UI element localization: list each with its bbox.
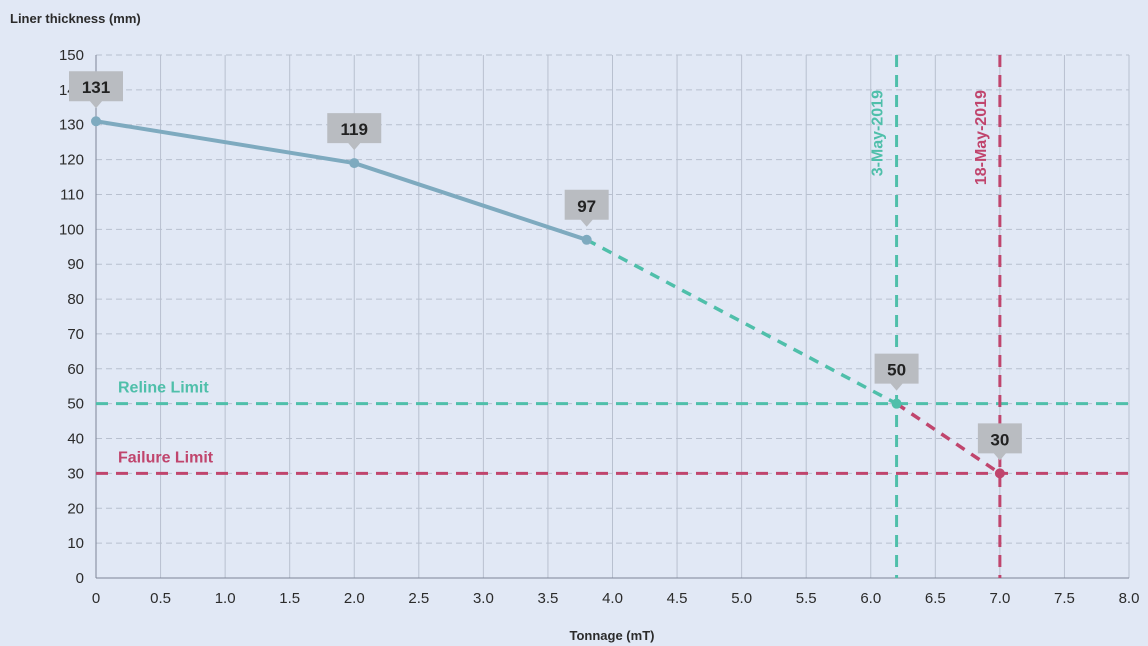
x-tick-label: 0 xyxy=(92,590,100,607)
data-label-box xyxy=(564,189,609,227)
y-tick-label: 50 xyxy=(67,396,84,413)
y-tick-label: 30 xyxy=(67,465,84,482)
series xyxy=(91,116,1005,479)
x-tick-label: 6.0 xyxy=(860,590,881,607)
data-label: 50 xyxy=(887,361,906,380)
data-label: 30 xyxy=(990,430,1009,449)
x-tick-label: 6.5 xyxy=(925,590,946,607)
x-tick-label: 1.5 xyxy=(279,590,300,607)
data-label-box xyxy=(977,423,1022,461)
y-tick-label: 90 xyxy=(67,256,84,273)
data-point-marker xyxy=(581,234,592,245)
data-point-marker xyxy=(91,116,101,127)
data-label-box xyxy=(69,71,123,109)
data-label: 119 xyxy=(341,120,368,139)
y-tick-label: 40 xyxy=(67,431,84,448)
y-tick-label: 130 xyxy=(59,117,84,134)
y-tick-label: 150 xyxy=(59,47,84,64)
x-tick-label: 0.5 xyxy=(150,590,171,607)
series-line-dashed xyxy=(585,238,898,406)
y-tick-label: 10 xyxy=(67,535,84,552)
reference-lines: Reline Limit Failure Limit 3-May-2019 18-Ma… xyxy=(96,55,1129,578)
y-tick-label: 70 xyxy=(67,326,84,343)
data-label: 97 xyxy=(577,197,596,216)
x-tick-label: 2.0 xyxy=(344,590,365,607)
y-tick-label: 80 xyxy=(67,291,84,308)
x-tick-label: 3.0 xyxy=(473,590,494,607)
y-tick-label: 60 xyxy=(67,361,84,378)
x-tick-label: 7.5 xyxy=(1054,590,1075,607)
y-tick-label: 120 xyxy=(59,152,84,169)
axes: 010203040506070809010011012013014015000.… xyxy=(59,47,1139,607)
x-axis-title: Tonnage (mT) xyxy=(570,628,655,643)
data-label: 131 xyxy=(82,78,110,97)
x-tick-label: 5.0 xyxy=(731,590,752,607)
y-tick-label: 110 xyxy=(60,186,84,203)
x-tick-label: 8.0 xyxy=(1119,590,1140,607)
reference-line-label: Reline Limit xyxy=(118,380,209,397)
reference-line-label: Failure Limit xyxy=(118,449,214,466)
x-tick-label: 3.5 xyxy=(538,590,559,607)
data-labels: 131 119 97 50 30 xyxy=(69,71,1022,461)
reference-line-label: 18-May-2019 xyxy=(973,90,990,185)
data-point-marker xyxy=(349,158,360,169)
x-tick-label: 7.0 xyxy=(989,590,1010,607)
x-tick-label: 1.0 xyxy=(215,590,236,607)
series-line-dashed xyxy=(895,402,1001,475)
data-point-marker xyxy=(891,398,902,409)
data-label-box xyxy=(327,113,382,151)
data-point-marker xyxy=(994,468,1005,479)
y-tick-label: 20 xyxy=(67,500,84,517)
x-tick-label: 2.5 xyxy=(408,590,429,607)
y-tick-label: 100 xyxy=(59,221,84,238)
x-tick-label: 4.0 xyxy=(602,590,623,607)
reference-line-label: 3-May-2019 xyxy=(870,90,887,176)
y-tick-label: 0 xyxy=(76,570,84,587)
x-tick-label: 4.5 xyxy=(667,590,688,607)
y-axis-title: Liner thickness (mm) xyxy=(10,11,141,26)
x-tick-label: 5.5 xyxy=(796,590,817,607)
data-label-box xyxy=(874,353,919,391)
